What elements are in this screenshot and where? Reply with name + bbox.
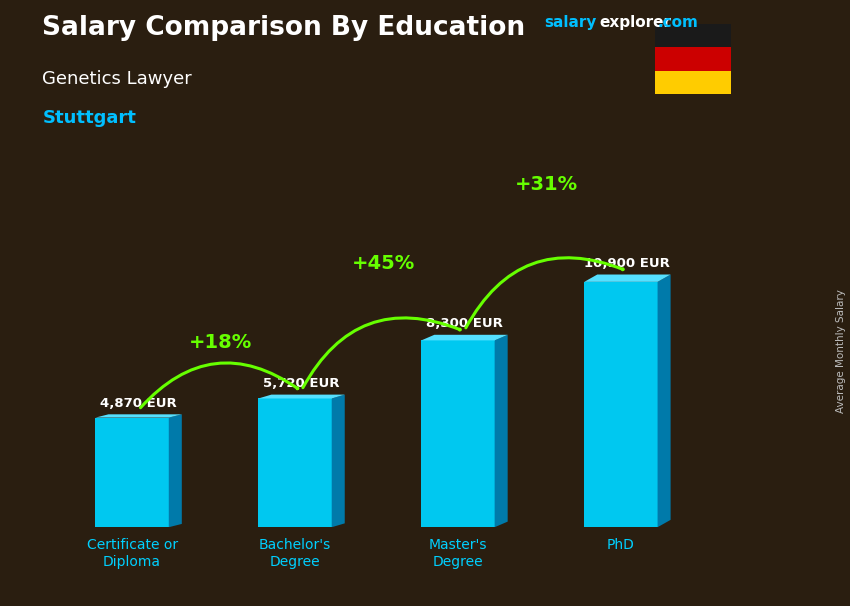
Polygon shape	[95, 415, 182, 418]
Bar	[654, 24, 731, 47]
Text: 8,300 EUR: 8,300 EUR	[426, 318, 503, 330]
Text: 5,720 EUR: 5,720 EUR	[264, 377, 340, 390]
Polygon shape	[169, 415, 182, 527]
Polygon shape	[584, 275, 671, 282]
Text: Salary Comparison By Education: Salary Comparison By Education	[42, 15, 525, 41]
Bar	[422, 341, 495, 527]
Bar	[258, 399, 332, 527]
Text: Stuttgart: Stuttgart	[42, 109, 136, 127]
Text: 10,900 EUR: 10,900 EUR	[585, 257, 671, 270]
FancyArrowPatch shape	[303, 318, 460, 388]
Bar	[654, 71, 731, 94]
Text: .com: .com	[657, 15, 698, 30]
Text: salary: salary	[544, 15, 597, 30]
Text: explorer: explorer	[599, 15, 672, 30]
Bar	[584, 282, 658, 527]
Polygon shape	[658, 275, 671, 527]
Text: +31%: +31%	[514, 175, 577, 195]
Bar	[95, 418, 169, 527]
FancyArrowPatch shape	[140, 363, 298, 408]
FancyArrowPatch shape	[466, 258, 623, 328]
Text: Average Monthly Salary: Average Monthly Salary	[836, 290, 846, 413]
Polygon shape	[332, 395, 345, 527]
Text: 4,870 EUR: 4,870 EUR	[100, 397, 177, 410]
Text: +45%: +45%	[351, 255, 415, 273]
Text: Genetics Lawyer: Genetics Lawyer	[42, 70, 192, 88]
Bar	[654, 47, 731, 71]
Polygon shape	[258, 395, 345, 399]
Polygon shape	[422, 335, 507, 341]
Text: +18%: +18%	[189, 333, 252, 351]
Polygon shape	[495, 335, 507, 527]
